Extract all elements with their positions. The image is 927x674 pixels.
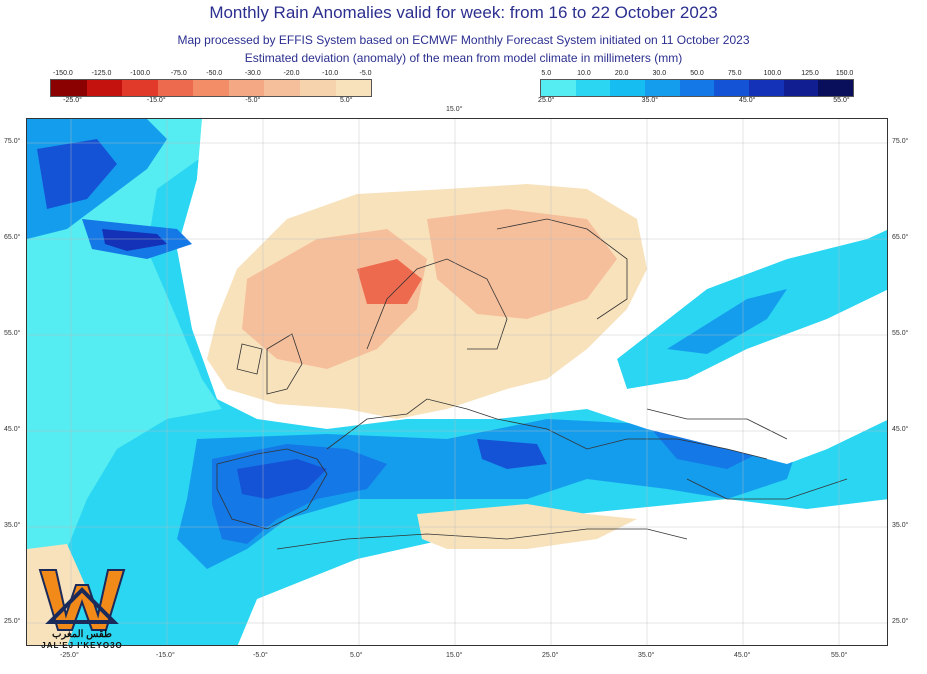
dry-legend-swatch	[122, 80, 158, 96]
wet-anomaly-legend: 5.0 10.0 20.0 30.0 50.0 75.0 100.0 125.0…	[538, 70, 854, 106]
dry-legend-value: -100.0	[130, 70, 151, 77]
dry-legend-value: -5.0	[359, 70, 372, 77]
wet-legend-value: 10.0	[577, 70, 591, 77]
wet-legend-value: 50.0	[690, 70, 704, 77]
iberia-darkest-zone	[237, 459, 327, 499]
dry-legend-value: -75.0	[170, 70, 187, 77]
wet-legend-value: 125.0	[801, 70, 819, 77]
lat-label-right: 65.0°	[892, 234, 909, 241]
dry-legend-swatch	[51, 80, 87, 96]
logo-latin-text: JAL'EJ I'KEYO3O	[41, 641, 123, 650]
north-africa-dry-zone	[417, 504, 637, 549]
atlantic-light-band	[27, 119, 222, 559]
neutral-zone-north	[197, 119, 887, 229]
graticule	[27, 119, 887, 645]
norway-dry-core	[357, 259, 422, 304]
map-subtitle-units: Estimated deviation (anomaly) of the mea…	[244, 51, 683, 65]
lat-label-left: 65.0°	[4, 234, 21, 241]
dry-legend-swatch	[264, 80, 300, 96]
wet-axis-label: 55.0°	[833, 97, 850, 104]
lat-label-left: 75.0°	[4, 138, 21, 145]
baltic-dry-mid	[427, 209, 617, 319]
iceland-dark-zone	[102, 229, 167, 251]
wet-legend-swatch	[575, 80, 611, 96]
dry-legend-colorbar	[50, 79, 372, 97]
dry-legend-value: -20.0	[283, 70, 300, 77]
wet-legend-value: 5.0	[541, 70, 552, 77]
lon-label: 25.0°	[542, 652, 559, 659]
lon-label: -5.0°	[253, 652, 268, 659]
wet-legend-swatch	[610, 80, 646, 96]
lat-label-left: 45.0°	[4, 426, 21, 433]
scale-axis-label: 15.0°	[446, 106, 463, 113]
wet-legend-swatch	[714, 80, 750, 96]
lon-label: 15.0°	[446, 652, 463, 659]
lon-label: 55.0°	[831, 652, 848, 659]
dry-legend-value: -50.0	[206, 70, 223, 77]
lon-label: -25.0°	[60, 652, 79, 659]
lat-label-right: 75.0°	[892, 138, 909, 145]
wet-legend-swatch	[783, 80, 819, 96]
dry-legend-swatch	[86, 80, 123, 96]
map-canvas	[27, 119, 887, 645]
dry-axis-label: 5.0°	[339, 97, 353, 104]
lon-label: 35.0°	[638, 652, 655, 659]
wet-legend-values: 5.0 10.0 20.0 30.0 50.0 75.0 100.0 125.0…	[540, 70, 854, 79]
wet-legend-swatch	[818, 80, 854, 96]
wet-legend-value: 150.0	[835, 70, 854, 77]
lat-label-left: 25.0°	[4, 618, 21, 625]
weather-morocco-logo	[38, 569, 126, 631]
greenland-dark-zone	[37, 139, 117, 209]
neutral-zone-south	[237, 499, 887, 645]
dry-axis-label: -5.0°	[245, 97, 261, 104]
lat-label-right: 55.0°	[892, 330, 909, 337]
map-title: Monthly Rain Anomalies valid for week: f…	[209, 3, 718, 22]
dry-legend-value: -30.0	[244, 70, 261, 77]
wet-axis-label: 35.0°	[641, 97, 659, 104]
lon-label: 5.0°	[350, 652, 363, 659]
wet-legend-swatch	[749, 80, 784, 96]
wet-legend-value: 20.0	[614, 70, 629, 77]
lon-label: -15.0°	[156, 652, 175, 659]
russia-wet-core	[667, 289, 787, 354]
dry-legend-axis: -25.0° -15.0° -5.0° 5.0°	[50, 97, 372, 106]
dry-legend-value: -125.0	[91, 70, 112, 77]
wet-legend-axis: 25.0° 35.0° 45.0° 55.0°	[538, 97, 854, 106]
dry-legend-value: -10.0	[322, 70, 339, 77]
wet-legend-swatch	[679, 80, 715, 96]
dry-legend-swatch	[193, 80, 229, 96]
map-subtitle-processing: Map processed by EFFIS System based on E…	[177, 33, 750, 47]
dry-legend-value: -150.0	[52, 70, 73, 77]
wet-legend-colorbar	[540, 79, 854, 97]
lat-label-right: 25.0°	[892, 618, 909, 625]
wet-legend-swatch	[541, 80, 576, 96]
dry-legend-swatch	[335, 80, 372, 96]
lat-label-right: 35.0°	[892, 522, 909, 529]
wet-legend-swatch	[645, 80, 680, 96]
dry-legend-swatch	[228, 80, 265, 96]
dry-axis-label: -15.0°	[146, 97, 166, 104]
logo-arabic-text: طقس المغرب	[52, 629, 112, 640]
lat-label-right: 45.0°	[892, 426, 909, 433]
lat-label-left: 35.0°	[4, 522, 21, 529]
wet-legend-value: 75.0	[727, 70, 742, 77]
adriatic-dark-zone	[477, 439, 547, 469]
dry-anomaly-legend: -150.0 -125.0 -100.0 -75.0 -50.0 -30.0 -…	[50, 70, 372, 104]
dry-axis-label: -25.0°	[63, 97, 82, 104]
lat-label-left: 55.0°	[4, 330, 21, 337]
wet-legend-value: 100.0	[763, 70, 782, 77]
lon-label: 45.0°	[734, 652, 751, 659]
wet-axis-label: 25.0°	[538, 97, 555, 104]
wet-axis-label: 45.0°	[739, 97, 756, 104]
dry-legend-values: -150.0 -125.0 -100.0 -75.0 -50.0 -30.0 -…	[50, 70, 372, 79]
rain-anomaly-map	[26, 118, 888, 646]
dry-legend-swatch	[157, 80, 194, 96]
wet-legend-value: 30.0	[652, 70, 667, 77]
dry-legend-swatch	[299, 80, 336, 96]
